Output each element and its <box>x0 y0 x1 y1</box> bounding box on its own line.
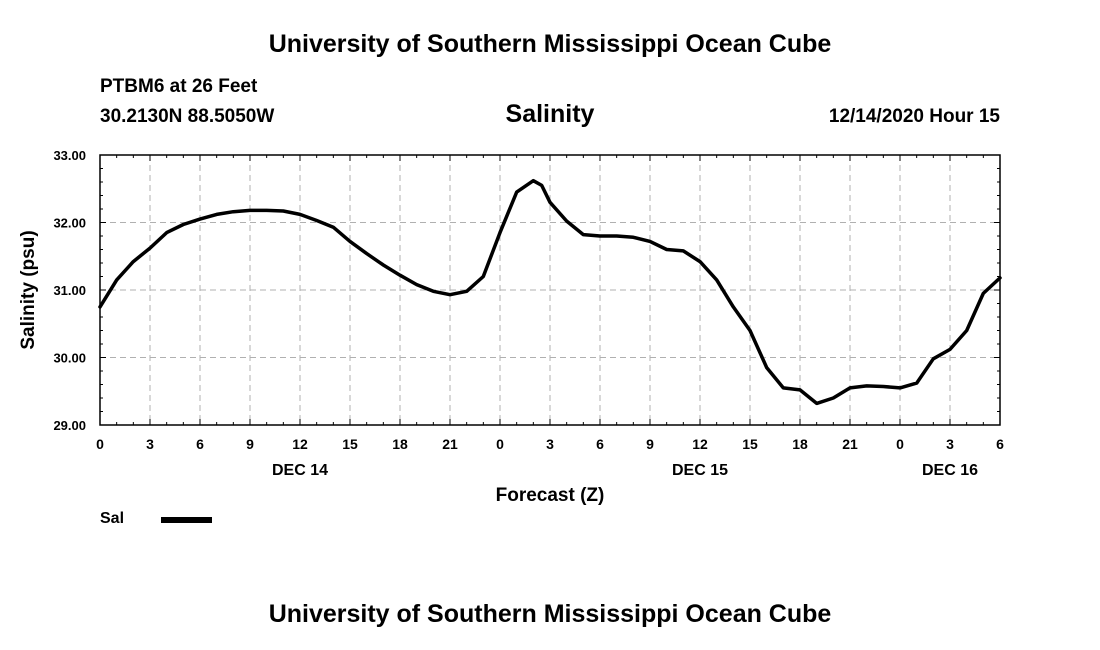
x-tick-label: 15 <box>342 436 358 452</box>
y-tick-label: 33.00 <box>53 148 86 163</box>
chart-header-title: University of Southern Mississippi Ocean… <box>268 30 832 58</box>
x-axis-label: Forecast (Z) <box>496 485 605 506</box>
x-tick-label: 9 <box>646 436 654 452</box>
y-tick-label: 32.00 <box>53 216 86 231</box>
x-tick-label: 12 <box>692 436 708 452</box>
chart-footer-title: University of Southern Mississippi Ocean… <box>268 600 832 628</box>
x-tick-label: 6 <box>196 436 204 452</box>
x-tick-label: 18 <box>392 436 408 452</box>
day-label: DEC 15 <box>672 462 728 479</box>
day-label: DEC 16 <box>922 462 978 479</box>
x-tick-label: 0 <box>496 436 504 452</box>
x-tick-label: 0 <box>96 436 104 452</box>
legend-swatch <box>161 517 212 523</box>
x-tick-label: 6 <box>996 436 1004 452</box>
day-label: DEC 14 <box>272 462 328 479</box>
x-tick-label: 18 <box>792 436 808 452</box>
x-tick-label: 3 <box>546 436 554 452</box>
y-tick-label: 29.00 <box>53 418 86 433</box>
x-tick-label: 6 <box>596 436 604 452</box>
x-tick-label: 9 <box>246 436 254 452</box>
series-line-sal <box>98 178 1002 406</box>
chart-title: Salinity <box>505 100 595 128</box>
x-tick-label: 21 <box>442 436 458 452</box>
x-tick-label: 15 <box>742 436 758 452</box>
coordinates-label: 30.2130N 88.5050W <box>100 106 275 127</box>
legend-label: Sal <box>100 510 125 527</box>
plot-frame <box>99 154 1001 426</box>
y-axis-label: Salinity (psu) <box>18 230 39 349</box>
x-tick-label: 3 <box>946 436 954 452</box>
y-tick-label: 30.00 <box>53 351 86 366</box>
x-tick-label: 3 <box>146 436 154 452</box>
y-tick-label: 31.00 <box>53 283 86 298</box>
x-tick-label: 21 <box>842 436 858 452</box>
x-tick-label: 12 <box>292 436 308 452</box>
station-label: PTBM6 at 26 Feet <box>100 76 258 97</box>
x-tick-label: 0 <box>896 436 904 452</box>
datetime-label: 12/14/2020 Hour 15 <box>828 106 1000 127</box>
